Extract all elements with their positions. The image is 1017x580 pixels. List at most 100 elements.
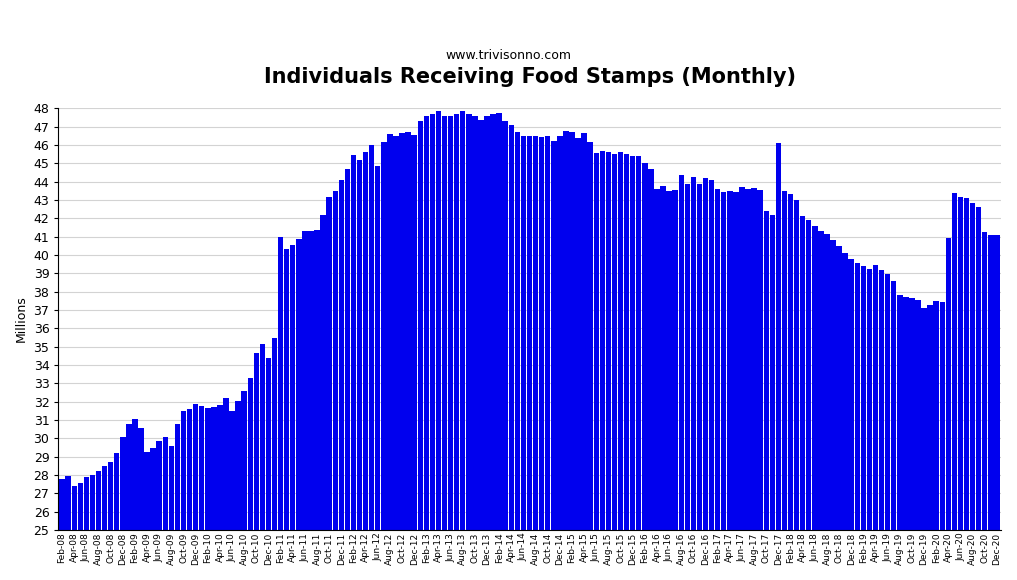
Bar (648, 169, 654, 580)
Bar (576, 137, 581, 580)
Bar (181, 411, 186, 580)
Bar (770, 215, 775, 580)
Bar (921, 308, 926, 580)
Bar (891, 281, 896, 580)
Bar (721, 193, 726, 580)
Bar (642, 164, 648, 580)
Bar (187, 409, 192, 580)
Bar (272, 338, 278, 580)
Bar (290, 245, 296, 580)
Bar (836, 245, 842, 580)
Bar (764, 211, 769, 580)
Bar (521, 136, 526, 580)
Bar (218, 405, 223, 580)
Bar (429, 114, 435, 580)
Bar (441, 117, 447, 580)
Bar (860, 266, 866, 580)
Bar (958, 197, 963, 580)
Bar (964, 198, 969, 580)
Bar (435, 111, 441, 580)
Bar (752, 188, 757, 580)
Bar (940, 302, 945, 580)
Bar (151, 448, 156, 580)
Bar (776, 143, 781, 580)
Bar (715, 189, 720, 580)
Bar (447, 115, 454, 580)
Bar (235, 401, 241, 580)
Bar (132, 419, 137, 580)
Bar (224, 398, 229, 580)
Bar (952, 193, 957, 580)
Bar (915, 300, 920, 580)
Bar (758, 190, 763, 580)
Bar (691, 177, 696, 580)
Bar (654, 189, 660, 580)
Bar (357, 160, 362, 580)
Bar (934, 300, 939, 580)
Bar (375, 166, 380, 580)
Bar (284, 249, 290, 580)
Bar (617, 152, 623, 580)
Bar (660, 187, 666, 580)
Bar (873, 266, 879, 580)
Bar (745, 189, 751, 580)
Bar (333, 191, 338, 580)
Bar (806, 220, 812, 580)
Bar (296, 240, 302, 580)
Bar (539, 137, 544, 580)
Bar (120, 437, 125, 580)
Bar (363, 152, 368, 580)
Bar (588, 142, 593, 580)
Bar (212, 407, 217, 580)
Bar (636, 156, 642, 580)
Bar (89, 474, 96, 580)
Bar (169, 445, 174, 580)
Bar (466, 114, 472, 580)
Text: www.trivisonno.com: www.trivisonno.com (445, 49, 572, 62)
Bar (490, 114, 496, 580)
Title: Individuals Receiving Food Stamps (Monthly): Individuals Receiving Food Stamps (Month… (263, 67, 795, 87)
Bar (314, 230, 319, 580)
Bar (812, 226, 818, 580)
Bar (381, 142, 386, 580)
Bar (672, 190, 678, 580)
Bar (582, 133, 587, 580)
Bar (697, 184, 702, 580)
Bar (241, 392, 247, 580)
Bar (727, 190, 732, 580)
Bar (570, 132, 575, 580)
Bar (144, 452, 149, 580)
Bar (193, 404, 198, 580)
Bar (472, 117, 478, 580)
Bar (600, 151, 605, 580)
Bar (163, 437, 168, 580)
Bar (496, 113, 501, 580)
Bar (684, 184, 691, 580)
Y-axis label: Millions: Millions (15, 296, 28, 342)
Bar (854, 263, 860, 580)
Bar (96, 471, 102, 580)
Bar (709, 180, 714, 580)
Bar (897, 295, 902, 580)
Bar (502, 121, 507, 580)
Bar (394, 136, 399, 580)
Bar (126, 424, 131, 580)
Bar (478, 119, 484, 580)
Bar (229, 411, 235, 580)
Bar (739, 187, 744, 580)
Bar (308, 231, 313, 580)
Bar (533, 136, 538, 580)
Bar (970, 204, 975, 580)
Bar (508, 125, 514, 580)
Bar (205, 408, 211, 580)
Bar (527, 136, 532, 580)
Bar (71, 487, 77, 580)
Bar (265, 358, 272, 580)
Bar (412, 135, 417, 580)
Bar (259, 344, 265, 580)
Bar (199, 407, 204, 580)
Bar (928, 305, 933, 580)
Bar (885, 274, 890, 580)
Bar (59, 479, 65, 580)
Bar (326, 197, 332, 580)
